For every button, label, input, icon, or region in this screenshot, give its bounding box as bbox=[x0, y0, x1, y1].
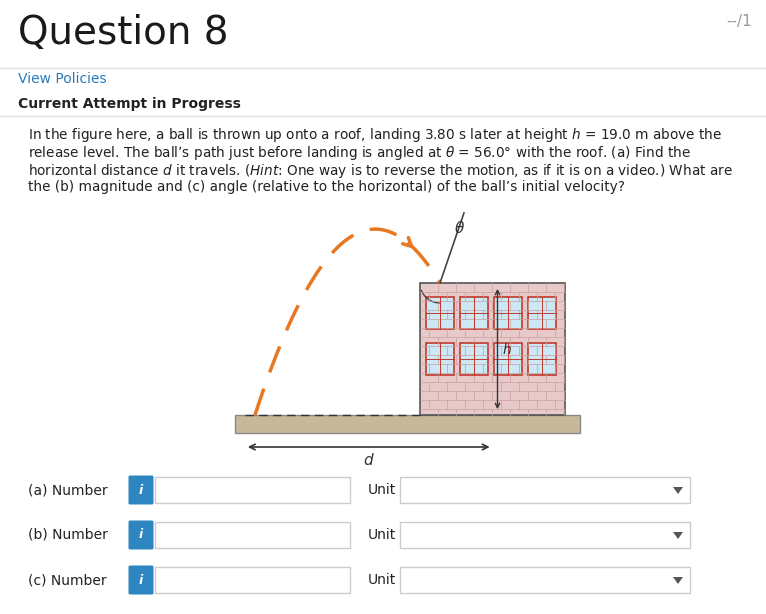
Bar bbox=[155, 522, 350, 548]
Bar bbox=[155, 477, 350, 503]
Text: horizontal distance $d$ it travels. ($\it{Hint}$: One way is to reverse the moti: horizontal distance $d$ it travels. ($\i… bbox=[28, 162, 733, 180]
Text: $d$: $d$ bbox=[363, 452, 375, 468]
Text: the (b) magnitude and (c) angle (relative to the horizontal) of the ball’s initi: the (b) magnitude and (c) angle (relativ… bbox=[28, 180, 625, 194]
Text: --/1: --/1 bbox=[726, 14, 752, 29]
FancyBboxPatch shape bbox=[129, 475, 153, 505]
Bar bbox=[460, 297, 488, 329]
Bar bbox=[235, 415, 580, 433]
Text: $\theta$: $\theta$ bbox=[454, 220, 465, 236]
Text: (b) Number: (b) Number bbox=[28, 528, 108, 542]
Text: Unit: Unit bbox=[368, 528, 396, 542]
Text: Current Attempt in Progress: Current Attempt in Progress bbox=[18, 97, 241, 111]
Text: Unit: Unit bbox=[368, 573, 396, 587]
FancyBboxPatch shape bbox=[129, 521, 153, 550]
Text: i: i bbox=[139, 483, 143, 497]
Polygon shape bbox=[673, 532, 683, 539]
Text: i: i bbox=[139, 529, 143, 542]
Bar bbox=[155, 567, 350, 593]
Bar bbox=[420, 283, 565, 415]
Bar bbox=[400, 567, 690, 593]
Bar bbox=[528, 297, 556, 329]
Bar bbox=[494, 297, 522, 329]
Polygon shape bbox=[673, 487, 683, 494]
Text: Question 8: Question 8 bbox=[18, 14, 228, 52]
Text: $h$: $h$ bbox=[502, 341, 512, 357]
Polygon shape bbox=[673, 577, 683, 584]
Bar bbox=[460, 343, 488, 375]
Text: View Policies: View Policies bbox=[18, 72, 106, 86]
Bar bbox=[400, 477, 690, 503]
FancyBboxPatch shape bbox=[129, 565, 153, 594]
Bar bbox=[494, 343, 522, 375]
Text: (c) Number: (c) Number bbox=[28, 573, 106, 587]
Bar bbox=[426, 343, 454, 375]
Text: i: i bbox=[139, 573, 143, 586]
Text: release level. The ball’s path just before landing is angled at $\theta$ = 56.0°: release level. The ball’s path just befo… bbox=[28, 144, 691, 162]
Text: Unit: Unit bbox=[368, 483, 396, 497]
Bar bbox=[400, 522, 690, 548]
Bar bbox=[426, 297, 454, 329]
Text: (a) Number: (a) Number bbox=[28, 483, 108, 497]
Bar bbox=[528, 343, 556, 375]
Text: In the figure here, a ball is thrown up onto a roof, landing 3.80 s later at hei: In the figure here, a ball is thrown up … bbox=[28, 126, 722, 144]
